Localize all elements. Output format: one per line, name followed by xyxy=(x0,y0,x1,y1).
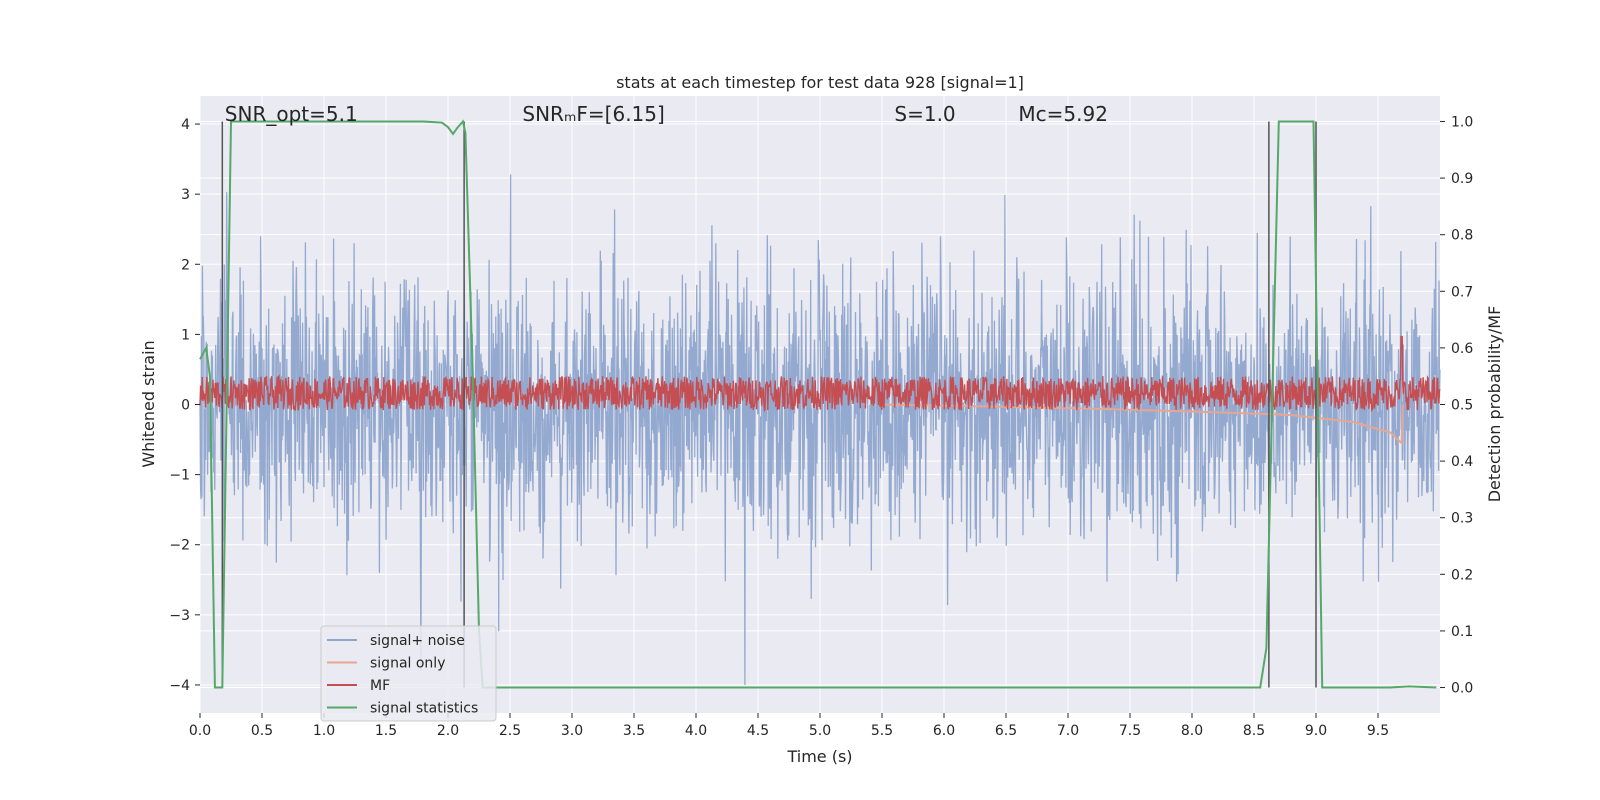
mf-series xyxy=(199,335,1441,413)
y2-tick-label: 0.1 xyxy=(1451,624,1473,640)
x-tick-label: 3.0 xyxy=(561,723,583,739)
signal-only-line xyxy=(881,403,1404,446)
y-tick-label: 4 xyxy=(181,117,190,133)
chart-title: stats at each timestep for test data 928… xyxy=(616,73,1024,92)
y2-tick-label: 1.0 xyxy=(1451,114,1473,130)
y2-tick-label: 0.0 xyxy=(1451,681,1473,697)
annotation-text: S=1.0 xyxy=(894,102,955,126)
x-axis-label: Time (s) xyxy=(786,747,852,766)
y-tick-label: 0 xyxy=(181,398,190,414)
vertical-markers xyxy=(221,121,1317,688)
y2-tick-label: 0.7 xyxy=(1451,284,1473,300)
y2-tick-label: 0.8 xyxy=(1451,228,1473,244)
y-tick-label: −3 xyxy=(169,608,190,624)
legend: signal+ noise signal only MF signal statist… xyxy=(320,625,497,722)
legend-label: signal only xyxy=(370,656,445,672)
x-tick-label: 7.5 xyxy=(1119,723,1141,739)
x-tick-label: 1.0 xyxy=(313,723,335,739)
x-tick-label: 6.5 xyxy=(995,723,1017,739)
y2-tick-label: 0.5 xyxy=(1451,398,1473,414)
annotations: SNR_opt=5.1 SNRₘF=[6.15] S=1.0 Mc=5.92 xyxy=(225,102,1108,126)
x-tick-label: 0.0 xyxy=(189,723,211,739)
x-tick-label: 6.0 xyxy=(933,723,955,739)
x-tick-label: 3.5 xyxy=(623,723,645,739)
signal-statistics-line xyxy=(199,119,1437,689)
legend-box xyxy=(320,625,497,722)
legend-label: MF xyxy=(370,678,390,694)
annotation-text: SNR_opt=5.1 xyxy=(225,102,358,126)
x-tick-label: 1.5 xyxy=(375,723,397,739)
x-tick-label: 5.0 xyxy=(809,723,831,739)
x-tick-label: 5.5 xyxy=(871,723,893,739)
x-tick-label: 4.5 xyxy=(747,723,769,739)
y2-tick-label: 0.6 xyxy=(1451,341,1473,357)
x-tick-label: 4.0 xyxy=(685,723,707,739)
y-tick-label: 1 xyxy=(181,327,190,343)
legend-label: signal+ noise xyxy=(370,633,465,649)
x-axis-ticks: 0.0 0.5 1.0 1.5 2.0 2.5 3.0 3.5 4.0 4.5 5.0 5.5 6.0 6… xyxy=(189,713,1389,739)
annotation-text: SNRₘF=[6.15] xyxy=(522,102,664,126)
x-tick-label: 8.5 xyxy=(1243,723,1265,739)
annotation-text: Mc=5.92 xyxy=(1018,102,1108,126)
x-tick-label: 0.5 xyxy=(251,723,273,739)
x-tick-label: 7.0 xyxy=(1057,723,1079,739)
y-tick-label: −4 xyxy=(169,678,190,694)
y2-tick-label: 0.4 xyxy=(1451,454,1473,470)
y-tick-label: 2 xyxy=(181,257,190,273)
y-axis-ticks: −4 −3 −2 −1 0 1 2 3 4 xyxy=(169,117,200,694)
x-tick-label: 9.0 xyxy=(1305,723,1327,739)
legend-label: signal statistics xyxy=(370,701,478,717)
y-tick-label: −1 xyxy=(169,468,190,484)
y2-tick-label: 0.9 xyxy=(1451,171,1473,187)
signal-only-series xyxy=(881,403,1404,446)
y2-tick-label: 0.3 xyxy=(1451,511,1473,527)
x-tick-label: 9.5 xyxy=(1367,723,1389,739)
y2-axis-label: Detection probability/MF xyxy=(1485,306,1504,503)
y-tick-label: 3 xyxy=(181,187,190,203)
y2-tick-label: 0.2 xyxy=(1451,567,1473,583)
mf-line xyxy=(199,335,1441,413)
y2-axis-ticks: 0.0 0.1 0.2 0.3 0.4 0.5 0.6 0.7 0.8 0.9 1.0 xyxy=(1440,114,1473,697)
x-tick-label: 8.0 xyxy=(1181,723,1203,739)
x-tick-label: 2.0 xyxy=(437,723,459,739)
y-tick-label: −2 xyxy=(169,538,190,554)
y-axis-label: Whitened strain xyxy=(139,340,158,467)
x-tick-label: 2.5 xyxy=(499,723,521,739)
signal-statistics-series xyxy=(199,119,1437,689)
